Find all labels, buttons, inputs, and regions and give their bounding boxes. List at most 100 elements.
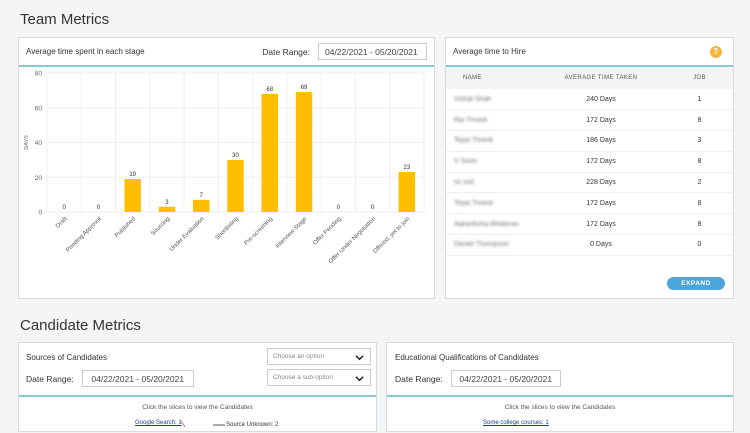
- x-tick-label: Interview Stage: [275, 216, 309, 250]
- cell-avg: 172 Days: [536, 151, 666, 173]
- pie-label-google[interactable]: Google Search: 1: [135, 420, 182, 426]
- bar-value-label: 23: [404, 165, 411, 171]
- cell-job: 8: [666, 213, 733, 236]
- cell-job: 1: [666, 89, 733, 111]
- col-name: NAME: [446, 67, 536, 89]
- stage-card-header: Average time spent in each stage Date Ra…: [19, 38, 434, 67]
- cell-avg: 240 Days: [536, 89, 666, 111]
- bar-value-label: 3: [165, 200, 169, 206]
- suboption-select-placeholder: Choose a sub-option: [273, 374, 333, 381]
- date-range-input[interactable]: 04/22/2021 - 05/20/2021: [81, 370, 194, 387]
- hire-card-header: Average time to Hire: [446, 38, 733, 67]
- table-row: V Soon 172 Days 8: [446, 151, 733, 173]
- table-row: Tejas Trivedi 172 Days 8: [446, 192, 733, 215]
- col-job: JOB: [666, 67, 733, 89]
- y-axis-label: DAYS: [24, 135, 30, 150]
- col-avg-time: AVERAGE TIME TAKEN: [536, 67, 666, 89]
- divider: [387, 395, 733, 397]
- bar: [124, 178, 141, 212]
- y-tick-label: 40: [35, 140, 43, 147]
- stage-bar-chart: 0 20 40 60 80 DAYS 0 Draft 0 Pending Approval 19 Pu…: [24, 71, 425, 265]
- bar-value-label: 69: [301, 85, 308, 91]
- chevron-down-icon: [355, 355, 364, 361]
- hire-table: NAME AVERAGE TIME TAKEN JOB Vishal Shah 2…: [446, 67, 733, 256]
- table-row: ss ssd 228 Days 2: [446, 172, 733, 194]
- x-tick-label: Pending Approval: [65, 216, 103, 254]
- x-tick-label: Published: [114, 216, 137, 239]
- cell-job: 8: [666, 192, 733, 215]
- cell-avg: 228 Days: [536, 172, 666, 194]
- stage-time-card: Average time spent in each stage Date Ra…: [18, 37, 435, 299]
- pie-label-college[interactable]: Some college courses: 1: [483, 420, 549, 426]
- cell-name: Daniel Thompson: [446, 234, 536, 256]
- bar-value-label: 7: [200, 193, 204, 199]
- cell-name: Tejas Trivedi: [446, 130, 536, 152]
- y-tick-label: 0: [38, 210, 42, 217]
- cell-name: V Soon: [446, 151, 536, 173]
- date-range-input[interactable]: 04/22/2021 - 05/20/2021: [318, 43, 427, 60]
- divider: [19, 395, 376, 397]
- x-tick-label: Sourcing: [150, 216, 171, 237]
- cell-name: Rai Trivedi: [446, 109, 536, 132]
- cell-name: Vishal Shah: [446, 89, 536, 111]
- table-row: Vishal Shah 240 Days 1: [446, 89, 733, 111]
- chevron-down-icon: [355, 376, 364, 382]
- cell-name: ss ssd: [446, 172, 536, 194]
- sources-hint: Click the slices to view the Candidates: [142, 404, 253, 411]
- cell-job: 2: [666, 172, 733, 194]
- cell-job: 0: [666, 234, 733, 256]
- sources-card-title: Sources of Candidates: [26, 353, 107, 362]
- date-range-label: Date Range:: [395, 373, 443, 384]
- bar: [261, 93, 278, 212]
- date-range-label: Date Range:: [262, 46, 310, 57]
- time-to-hire-card: Average time to Hire ? NAME AVERAGE TIME…: [445, 37, 734, 299]
- cell-avg: 172 Days: [536, 192, 666, 215]
- table-row: Tejas Trivedi 186 Days 3: [446, 130, 733, 152]
- bar-value-label: 0: [97, 205, 101, 211]
- bar-value-label: 0: [337, 205, 341, 211]
- x-tick-label: Offered, yet to join: [372, 216, 411, 255]
- x-tick-label: Under Evaluation: [169, 216, 206, 253]
- education-hint: Click the slices to view the Candidates: [504, 404, 616, 411]
- x-tick-label: Draft: [55, 216, 69, 230]
- cell-name: Tejas Trivedi: [446, 192, 536, 215]
- pie-label-unknown[interactable]: Source Unknown: 2: [226, 422, 279, 428]
- bar: [158, 206, 176, 212]
- option-select-placeholder: Choose an option: [273, 353, 324, 360]
- y-tick-label: 80: [35, 71, 43, 78]
- cell-job: 8: [666, 109, 733, 132]
- hire-table-header: NAME AVERAGE TIME TAKEN JOB: [446, 67, 733, 89]
- bar-value-label: 68: [266, 87, 273, 93]
- cell-avg: 172 Days: [536, 213, 666, 236]
- table-row: Daniel Thompson 0 Days 0: [446, 234, 733, 256]
- education-card-title: Educational Qualifications of Candidates: [395, 353, 539, 362]
- hire-card-title: Average time to Hire: [453, 47, 526, 56]
- bar: [227, 159, 244, 212]
- date-range-input[interactable]: 04/22/2021 - 05/20/2021: [450, 370, 561, 387]
- question-icon[interactable]: ?: [710, 46, 722, 58]
- team-metrics-title: Team Metrics: [20, 11, 110, 28]
- cell-job: 8: [666, 151, 733, 173]
- bar-value-label: 30: [232, 153, 239, 159]
- stage-card-title: Average time spent in each stage: [26, 47, 145, 56]
- sources-card: Sources of Candidates Choose an option C…: [18, 342, 377, 432]
- bar: [193, 199, 210, 212]
- date-range-label: Date Range:: [26, 373, 74, 384]
- bar-value-label: 0: [371, 205, 375, 211]
- bar-value-label: 0: [62, 205, 66, 211]
- cell-avg: 0 Days: [536, 234, 666, 256]
- x-tick-label: Shortlisting: [215, 216, 240, 241]
- expand-button[interactable]: EXPAND: [667, 277, 725, 290]
- candidate-metrics-title: Candidate Metrics: [20, 317, 141, 334]
- pie-leader-lines: [180, 420, 225, 428]
- bar-value-label: 19: [129, 172, 136, 178]
- option-select[interactable]: Choose an option: [267, 348, 371, 365]
- bar: [398, 172, 416, 212]
- bar: [295, 92, 313, 212]
- suboption-select[interactable]: Choose a sub-option: [267, 369, 371, 386]
- y-tick-label: 60: [35, 105, 43, 112]
- x-tick-label: Offer Pending: [312, 216, 342, 246]
- table-row: Aakanksha Bhalerao 172 Days 8: [446, 213, 733, 236]
- cell-job: 3: [666, 130, 733, 152]
- cell-avg: 172 Days: [536, 109, 666, 132]
